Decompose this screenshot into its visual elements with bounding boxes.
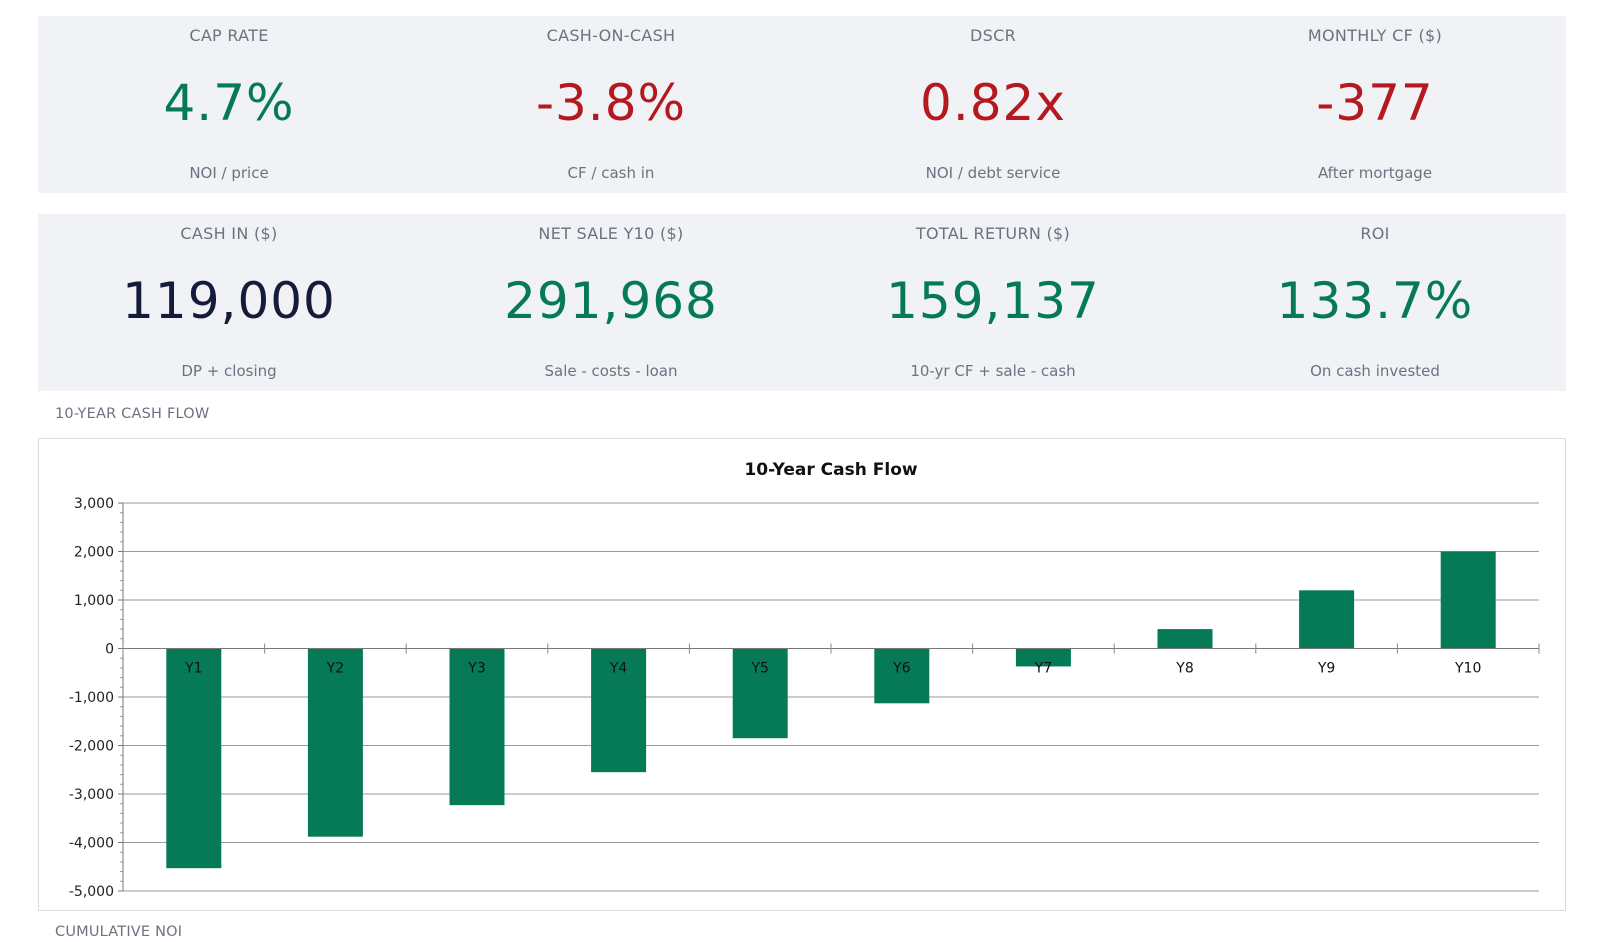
kpi-value: 119,000 (122, 272, 336, 330)
kpi-card-total-return: TOTAL RETURN ($) 159,137 10-yr CF + sale… (802, 214, 1184, 391)
bar-y9 (1299, 590, 1355, 649)
y-tick-label: 1,000 (74, 593, 114, 609)
kpi-card-net-sale: NET SALE Y10 ($) 291,968 Sale - costs - … (420, 214, 802, 391)
y-tick-label: 3,000 (74, 496, 114, 512)
kpi-value: 133.7% (1276, 272, 1474, 330)
bar-y6 (874, 648, 930, 704)
x-tick-label: Y10 (1454, 661, 1481, 677)
y-tick-label: -2,000 (69, 739, 114, 755)
y-tick-label: -5,000 (69, 884, 114, 900)
x-tick-label: Y1 (184, 661, 202, 677)
bar-y2 (307, 648, 363, 837)
kpi-label: CAP RATE (189, 26, 269, 45)
kpi-label: ROI (1360, 224, 1390, 243)
chart-title: 10-Year Cash Flow (744, 460, 917, 480)
kpi-card-cash-on-cash: CASH-ON-CASH -3.8% CF / cash in (420, 16, 802, 193)
kpi-label: CASH IN ($) (180, 224, 278, 243)
bar-y8 (1157, 629, 1213, 649)
x-tick-label: Y8 (1175, 661, 1193, 677)
kpi-label: NET SALE Y10 ($) (538, 224, 684, 243)
kpi-card-roi: ROI 133.7% On cash invested (1184, 214, 1566, 391)
x-tick-label: Y5 (750, 661, 768, 677)
x-tick-label: Y7 (1034, 661, 1052, 677)
kpi-card-cash-in: CASH IN ($) 119,000 DP + closing (38, 214, 420, 391)
kpi-subtitle: After mortgage (1317, 164, 1433, 182)
kpi-subtitle: Sale - costs - loan (544, 362, 678, 380)
x-tick-label: Y4 (609, 661, 628, 677)
kpi-subtitle: NOI / debt service (925, 164, 1061, 182)
kpi-value: -377 (1316, 74, 1434, 132)
bar-y7 (1015, 648, 1071, 667)
x-tick-label: Y6 (892, 661, 911, 677)
kpi-label: DSCR (970, 26, 1016, 45)
kpi-subtitle: NOI / price (189, 164, 269, 182)
kpi-row-primary: CAP RATE 4.7% NOI / price CASH-ON-CASH -… (38, 16, 1566, 193)
cash-flow-chart: 10-Year Cash Flow 3,000 2,000 1,000 0 -1,000 -… (38, 438, 1566, 911)
kpi-row-returns: CASH IN ($) 119,000 DP + closing NET SAL… (38, 214, 1566, 391)
kpi-value: 159,137 (886, 272, 1100, 330)
cash-flow-chart-svg: 10-Year Cash Flow 3,000 2,000 1,000 0 -1,000 -… (69, 460, 1540, 900)
x-tick-label: Y3 (467, 661, 485, 677)
y-tick-label: -1,000 (69, 690, 114, 706)
y-tick-label: 0 (105, 642, 114, 658)
x-tick-label: Y9 (1317, 661, 1335, 677)
kpi-card-monthly-cf: MONTHLY CF ($) -377 After mortgage (1184, 16, 1566, 193)
bar-y4 (591, 648, 647, 773)
kpi-value: 291,968 (504, 272, 718, 330)
kpi-value: 0.82x (920, 74, 1066, 132)
kpi-value: 4.7% (163, 74, 295, 132)
bar-y1 (166, 648, 222, 869)
kpi-card-cap-rate: CAP RATE 4.7% NOI / price (38, 16, 420, 193)
kpi-label: MONTHLY CF ($) (1307, 26, 1443, 45)
bar-y5 (732, 648, 788, 739)
y-tick-label: 2,000 (74, 545, 114, 561)
section-label-cumulative-noi: CUMULATIVE NOI (55, 924, 183, 940)
kpi-subtitle: On cash invested (1310, 362, 1440, 380)
y-tick-label: -4,000 (69, 836, 114, 852)
x-tick-label: Y2 (326, 661, 344, 677)
kpi-subtitle: 10-yr CF + sale - cash (910, 362, 1076, 380)
section-label-cash-flow: 10-YEAR CASH FLOW (55, 406, 210, 422)
kpi-subtitle: CF / cash in (567, 164, 655, 182)
kpi-subtitle: DP + closing (181, 362, 277, 380)
kpi-label: TOTAL RETURN ($) (915, 224, 1071, 243)
kpi-card-dscr: DSCR 0.82x NOI / debt service (802, 16, 1184, 193)
y-tick-label: -3,000 (69, 787, 114, 803)
bar-y10 (1440, 551, 1496, 649)
kpi-label: CASH-ON-CASH (546, 26, 676, 45)
kpi-value: -3.8% (535, 74, 687, 132)
bar-y3 (449, 648, 505, 806)
